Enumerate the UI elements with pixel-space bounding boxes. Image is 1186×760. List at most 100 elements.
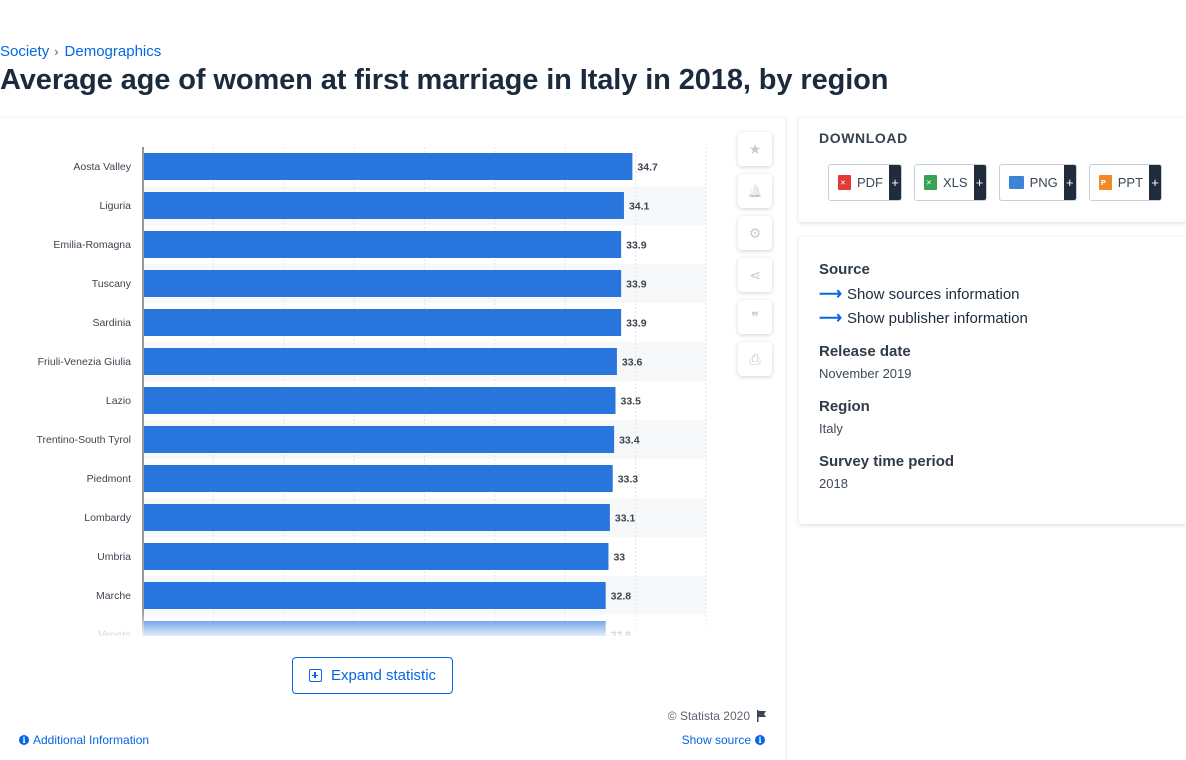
star-icon: ★ (748, 140, 762, 157)
ppt-file-icon: P (1098, 175, 1112, 190)
survey-period-heading: Survey time period (819, 453, 955, 470)
cite-button[interactable]: ❞ (738, 300, 772, 334)
additional-information-label: Additional Information (33, 733, 150, 747)
category-label: Trentino-South Tyrol (36, 434, 131, 446)
category-label: Tuscany (92, 278, 132, 290)
download-xls-label: XLS (943, 175, 968, 190)
value-label: 33.4 (619, 435, 640, 447)
page-title: Average age of women at first marriage i… (0, 64, 889, 96)
bar (144, 153, 633, 180)
value-label: 34.1 (629, 201, 650, 213)
value-label: 33.9 (626, 279, 647, 291)
value-label: 33 (613, 552, 625, 564)
region-heading: Region (819, 398, 870, 415)
gear-icon: ⚙ (748, 224, 762, 241)
value-label: 33.1 (615, 513, 636, 525)
copyright: © Statista 2020 (668, 709, 767, 723)
bell-icon: 🔔 (747, 184, 763, 198)
expand-label: Expand statistic (330, 667, 437, 684)
statistic-info-card: Source ⟶ Show sources information ⟶ Show… (799, 237, 1186, 524)
show-source-link[interactable]: Show source i (682, 733, 765, 747)
info-icon: i (19, 735, 29, 745)
download-xls-button[interactable]: ✕ XLS + (914, 164, 987, 201)
bar (144, 621, 606, 636)
info-icon: i (755, 735, 765, 745)
print-button[interactable]: ⎙ (738, 342, 772, 376)
category-label: Sardinia (92, 317, 131, 329)
download-xls-plus[interactable]: + (973, 165, 986, 200)
arrow-right-icon: ⟶ (819, 286, 842, 303)
release-date-heading: Release date (819, 343, 911, 360)
copyright-text: © Statista 2020 (667, 709, 750, 723)
download-ppt-plus[interactable]: + (1149, 165, 1162, 200)
png-file-icon (1008, 176, 1024, 189)
category-label: Marche (96, 590, 131, 602)
download-pdf-plus[interactable]: + (889, 165, 901, 200)
bar (144, 309, 622, 336)
value-label: 32.8 (611, 591, 632, 603)
bar (144, 582, 606, 609)
category-label: Lombardy (84, 512, 131, 524)
show-publisher-link[interactable]: ⟶ Show publisher information (819, 308, 1028, 328)
chart-area: Aosta Valley 34.7 Liguria 34.1 Emilia-Romagn… (0, 140, 720, 636)
show-source-label: Show source (681, 733, 751, 747)
show-sources-label: Show sources information (846, 285, 1020, 303)
download-ppt-button[interactable]: P PPT + (1088, 164, 1163, 201)
bar (144, 504, 610, 531)
settings-button[interactable]: ⚙ (738, 216, 772, 250)
bar (144, 387, 616, 414)
bar (144, 231, 622, 258)
favorite-button[interactable]: ★ (738, 132, 772, 166)
survey-period-value: 2018 (819, 476, 848, 491)
download-png-plus[interactable]: + (1063, 165, 1076, 200)
download-png-button[interactable]: PNG + (998, 164, 1077, 201)
share-button[interactable]: ⋖ (738, 258, 772, 292)
show-sources-link[interactable]: ⟶ Show sources information (819, 284, 1020, 304)
xls-file-icon: ✕ (924, 175, 937, 190)
breadcrumb-separator: › (54, 44, 59, 59)
category-label: Friuli-Venezia Giulia (38, 356, 132, 368)
print-icon: ⎙ (749, 350, 761, 367)
value-label: 34.7 (637, 162, 658, 174)
expand-statistic-button[interactable]: Expand statistic (292, 657, 453, 694)
quote-icon: ❞ (751, 308, 759, 325)
category-label: Veneto (98, 629, 131, 636)
category-label: Piedmont (87, 473, 131, 485)
notify-button[interactable]: 🔔 (738, 174, 772, 208)
value-label: 33.9 (626, 318, 647, 330)
category-label: Liguria (99, 200, 131, 212)
category-label: Emilia-Romagna (53, 239, 131, 251)
show-publisher-label: Show publisher information (846, 309, 1028, 327)
bar (144, 426, 615, 453)
flag-icon[interactable] (756, 710, 767, 722)
download-title: DOWNLOAD (819, 130, 908, 146)
breadcrumb-society[interactable]: Society (0, 43, 50, 60)
value-label: 33.5 (621, 396, 642, 408)
bar (144, 270, 622, 297)
value-label: 33.6 (622, 357, 643, 369)
category-label: Lazio (106, 395, 131, 407)
download-pdf-label: PDF (857, 175, 883, 190)
chart-card: Aosta Valley 34.7 Liguria 34.1 Emilia-Romagn… (0, 118, 785, 760)
download-ppt-label: PPT (1117, 175, 1144, 190)
bar (144, 192, 624, 219)
value-label: 33.9 (626, 240, 647, 252)
share-icon: ⋖ (749, 266, 761, 283)
download-buttons: ✕ PDF + ✕ XLS + PNG + P PPT + (828, 164, 1163, 201)
category-label: Aosta Valley (73, 161, 131, 173)
bar (144, 543, 609, 570)
source-heading: Source (819, 261, 870, 278)
bar (144, 348, 617, 375)
pdf-file-icon: ✕ (838, 175, 851, 190)
bar-chart: Aosta Valley 34.7 Liguria 34.1 Emilia-Romagn… (36, 147, 707, 636)
breadcrumb-demographics[interactable]: Demographics (64, 43, 162, 60)
additional-information-link[interactable]: i Additional Information (19, 733, 149, 747)
bar (144, 465, 613, 492)
region-value: Italy (819, 421, 843, 436)
chart-tools: ★ 🔔 ⚙ ⋖ ❞ ⎙ (738, 132, 772, 384)
download-pdf-button[interactable]: ✕ PDF + (828, 164, 902, 201)
expand-icon (308, 669, 322, 682)
breadcrumb: Society › Demographics (0, 43, 161, 60)
download-png-label: PNG (1029, 175, 1058, 190)
arrow-right-icon: ⟶ (819, 310, 842, 327)
